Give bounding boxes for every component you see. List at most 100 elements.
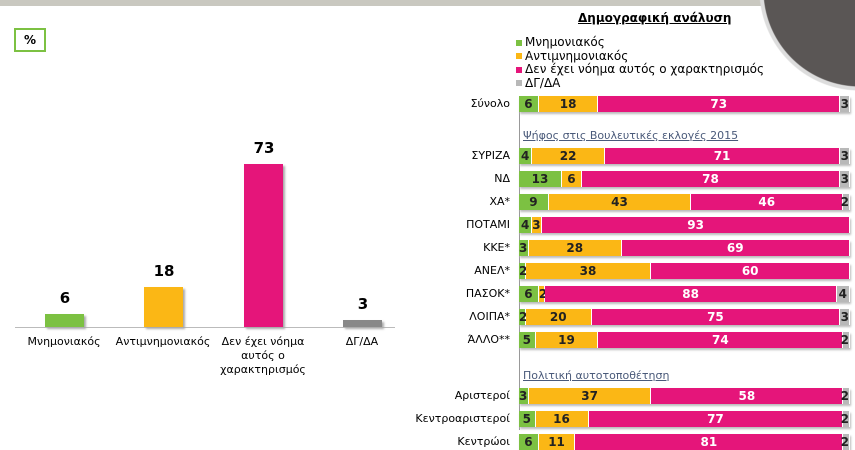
stacked-bar: 6 2 88 4 [519, 286, 850, 302]
segment-value: 88 [545, 286, 837, 302]
row-label: ΧΑ* [489, 195, 510, 208]
segment-value: 75 [591, 309, 841, 325]
row-label: Αριστεροί [454, 389, 510, 402]
segment-value: 20 [525, 309, 592, 325]
section-heading: Ψήφος στις Βουλευτικές εκλογές 2015 [523, 129, 739, 142]
bar-anti [144, 286, 183, 327]
data-label: 73 [253, 139, 275, 158]
legend-item-dk: ΔΓ/ΔΑ [516, 75, 764, 91]
legend-label: Αντιμνημονιακός [525, 48, 629, 63]
row-label: Κεντρώοι [457, 435, 510, 448]
row-label: ΑΝΕΛ* [474, 264, 510, 277]
stacked-bar: 2 38 60 [519, 263, 850, 279]
section-heading: Πολιτική αυτοτοποθέτηση [523, 369, 670, 382]
segment-value: 6 [519, 434, 539, 450]
segment-value: 37 [528, 388, 652, 404]
data-label: 18 [153, 261, 175, 280]
stacked-bar: 5 16 77 2 [519, 411, 850, 427]
segment-value: 4 [519, 217, 533, 233]
stacked-bar: 3 37 58 2 [519, 388, 850, 404]
segment-value: 13 [519, 171, 563, 187]
stacked-bar: 3 28 69 [519, 240, 850, 256]
segment-value: 46 [691, 194, 844, 210]
legend-swatch-none [516, 66, 522, 73]
segment-value: 60 [651, 263, 850, 279]
segment-value: 2 [519, 263, 528, 279]
segment-value: 2 [840, 194, 850, 210]
row-label: ΚΚΕ* [483, 241, 510, 254]
legend-swatch-anti [516, 53, 522, 59]
segment-value: 38 [525, 263, 652, 279]
segment-value: 6 [562, 171, 582, 187]
segment-value: 2 [840, 434, 850, 450]
segment-value: 58 [651, 388, 844, 404]
x-axis [15, 327, 395, 328]
segment-value: 74 [598, 332, 844, 348]
legend-swatch-pro [516, 39, 522, 46]
segment-value: 16 [535, 411, 589, 427]
segment-value: 3 [532, 217, 543, 233]
segment-value: 2 [538, 286, 548, 302]
row-label: ΠΟΤΑΜΙ [466, 218, 510, 231]
data-label: 3 [357, 295, 369, 314]
legend-label: Μνημονιακός [525, 35, 605, 49]
segment-value: 6 [519, 96, 539, 112]
legend-item-none: Δεν έχει νόημα αυτός ο χαρακτηρισμός [516, 62, 765, 77]
segment-value: 28 [528, 240, 622, 256]
segment-value: 93 [542, 217, 850, 233]
stacked-bar: 6 11 81 2 [519, 434, 850, 450]
decorative-circle [705, 0, 855, 95]
stacked-bar: 4 22 71 3 [519, 148, 850, 164]
segment-value: 2 [519, 309, 528, 325]
row-label: ΠΑΣΟΚ* [465, 287, 510, 300]
stacked-bar: 13 6 78 3 [519, 171, 850, 187]
chart-title: Δημογραφική ανάλυση [578, 11, 732, 25]
legend-label: Δεν έχει νόημα αυτός ο χαρακτηρισμός [525, 62, 765, 76]
segment-value: 43 [548, 194, 692, 210]
segment-value: 2 [840, 411, 850, 427]
legend-label: ΔΓ/ΔΑ [525, 75, 561, 90]
segment-value: 3 [840, 96, 850, 112]
legend-item-anti: Αντιμνημονιακός [516, 48, 764, 64]
legend-swatch-dk [516, 80, 522, 86]
data-label: 6 [59, 288, 71, 307]
segment-value: 4 [519, 148, 533, 164]
segment-value: 22 [532, 148, 606, 164]
row-label: ΛΟΙΠΑ* [469, 310, 510, 323]
row-label: ΣΥΡΙΖΑ [471, 149, 510, 162]
segment-value: 9 [519, 194, 549, 210]
segment-value: 3 [519, 388, 529, 404]
segment-value: 3 [840, 171, 850, 187]
row-label: ΆΛΛΟ** [467, 333, 510, 346]
bar-dk [343, 320, 382, 327]
segment-value: 78 [581, 171, 841, 187]
bar-pro [45, 313, 84, 327]
category-label: Δεν έχει νόημα αυτός ο χαρακτηρισμός [220, 335, 306, 376]
stacked-bar: 6 18 73 3 [519, 96, 850, 112]
segment-value: 5 [519, 332, 536, 348]
segment-value: 4 [836, 286, 850, 302]
stacked-bar: 5 19 74 2 [519, 332, 850, 348]
segment-value: 81 [575, 434, 844, 450]
segment-value: 73 [598, 96, 841, 112]
bar-none [244, 164, 283, 327]
segment-value: 11 [538, 434, 576, 450]
segment-value: 2 [840, 332, 850, 348]
unit-label: % [14, 28, 46, 52]
segment-value: 3 [840, 148, 850, 164]
category-label: ΔΓ/ΔΑ [345, 335, 379, 348]
top-band [0, 0, 855, 6]
row-label: ΝΔ [494, 172, 510, 185]
segment-value: 71 [605, 148, 841, 164]
stacked-bar: 9 43 46 2 [519, 194, 850, 210]
segment-value: 3 [840, 309, 850, 325]
segment-value: 6 [519, 286, 539, 302]
category-label: Αντιμνημονιακός [115, 335, 211, 348]
stacked-bar: 2 20 75 3 [519, 309, 850, 325]
row-label: Κεντροαριστεροί [415, 412, 510, 425]
segment-value: 69 [621, 240, 850, 256]
segment-value: 19 [535, 332, 599, 348]
segment-value: 18 [538, 96, 599, 112]
segment-value: 2 [840, 388, 850, 404]
category-label: Μνημονιακός [27, 335, 101, 348]
